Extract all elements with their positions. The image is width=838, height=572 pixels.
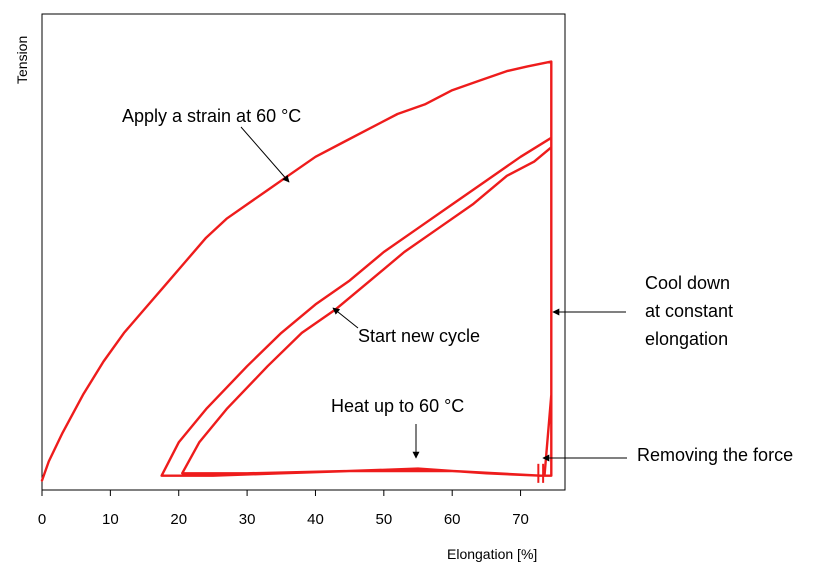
arrow-start-new-cycle: [332, 307, 359, 329]
arrow-apply-strain: [240, 126, 290, 183]
x-axis-ticks: [41, 490, 522, 496]
annotation-cool-down: Cool down: [645, 273, 730, 293]
x-tick-label: 70: [512, 511, 529, 528]
x-tick-label: 30: [239, 511, 256, 528]
x-tick-label: 0: [38, 511, 46, 528]
annotation-removing-force: Removing the force: [637, 445, 793, 465]
y-axis-title: Tension: [14, 36, 30, 84]
x-axis-title: Elongation [%]: [447, 546, 537, 562]
annotation-heat-up: Heat up to 60 °C: [331, 396, 464, 416]
plot-frame: [41, 13, 566, 491]
annotation-elongation: elongation: [645, 329, 728, 349]
x-tick-label: 60: [444, 511, 461, 528]
series-line-0: [40, 60, 553, 482]
x-tick-label: 10: [102, 511, 119, 528]
x-axis-tick-labels: 0 10 20 30 40 50 60 70: [38, 511, 529, 528]
annotation-apply-strain: Apply a strain at 60 °C: [122, 106, 301, 126]
series-layer: [40, 60, 553, 483]
x-tick-label: 50: [375, 511, 392, 528]
x-tick-label: 40: [307, 511, 324, 528]
x-tick-label: 20: [170, 511, 187, 528]
annotation-at-constant: at constant: [645, 301, 733, 321]
annotation-start-new-cycle: Start new cycle: [358, 326, 480, 346]
